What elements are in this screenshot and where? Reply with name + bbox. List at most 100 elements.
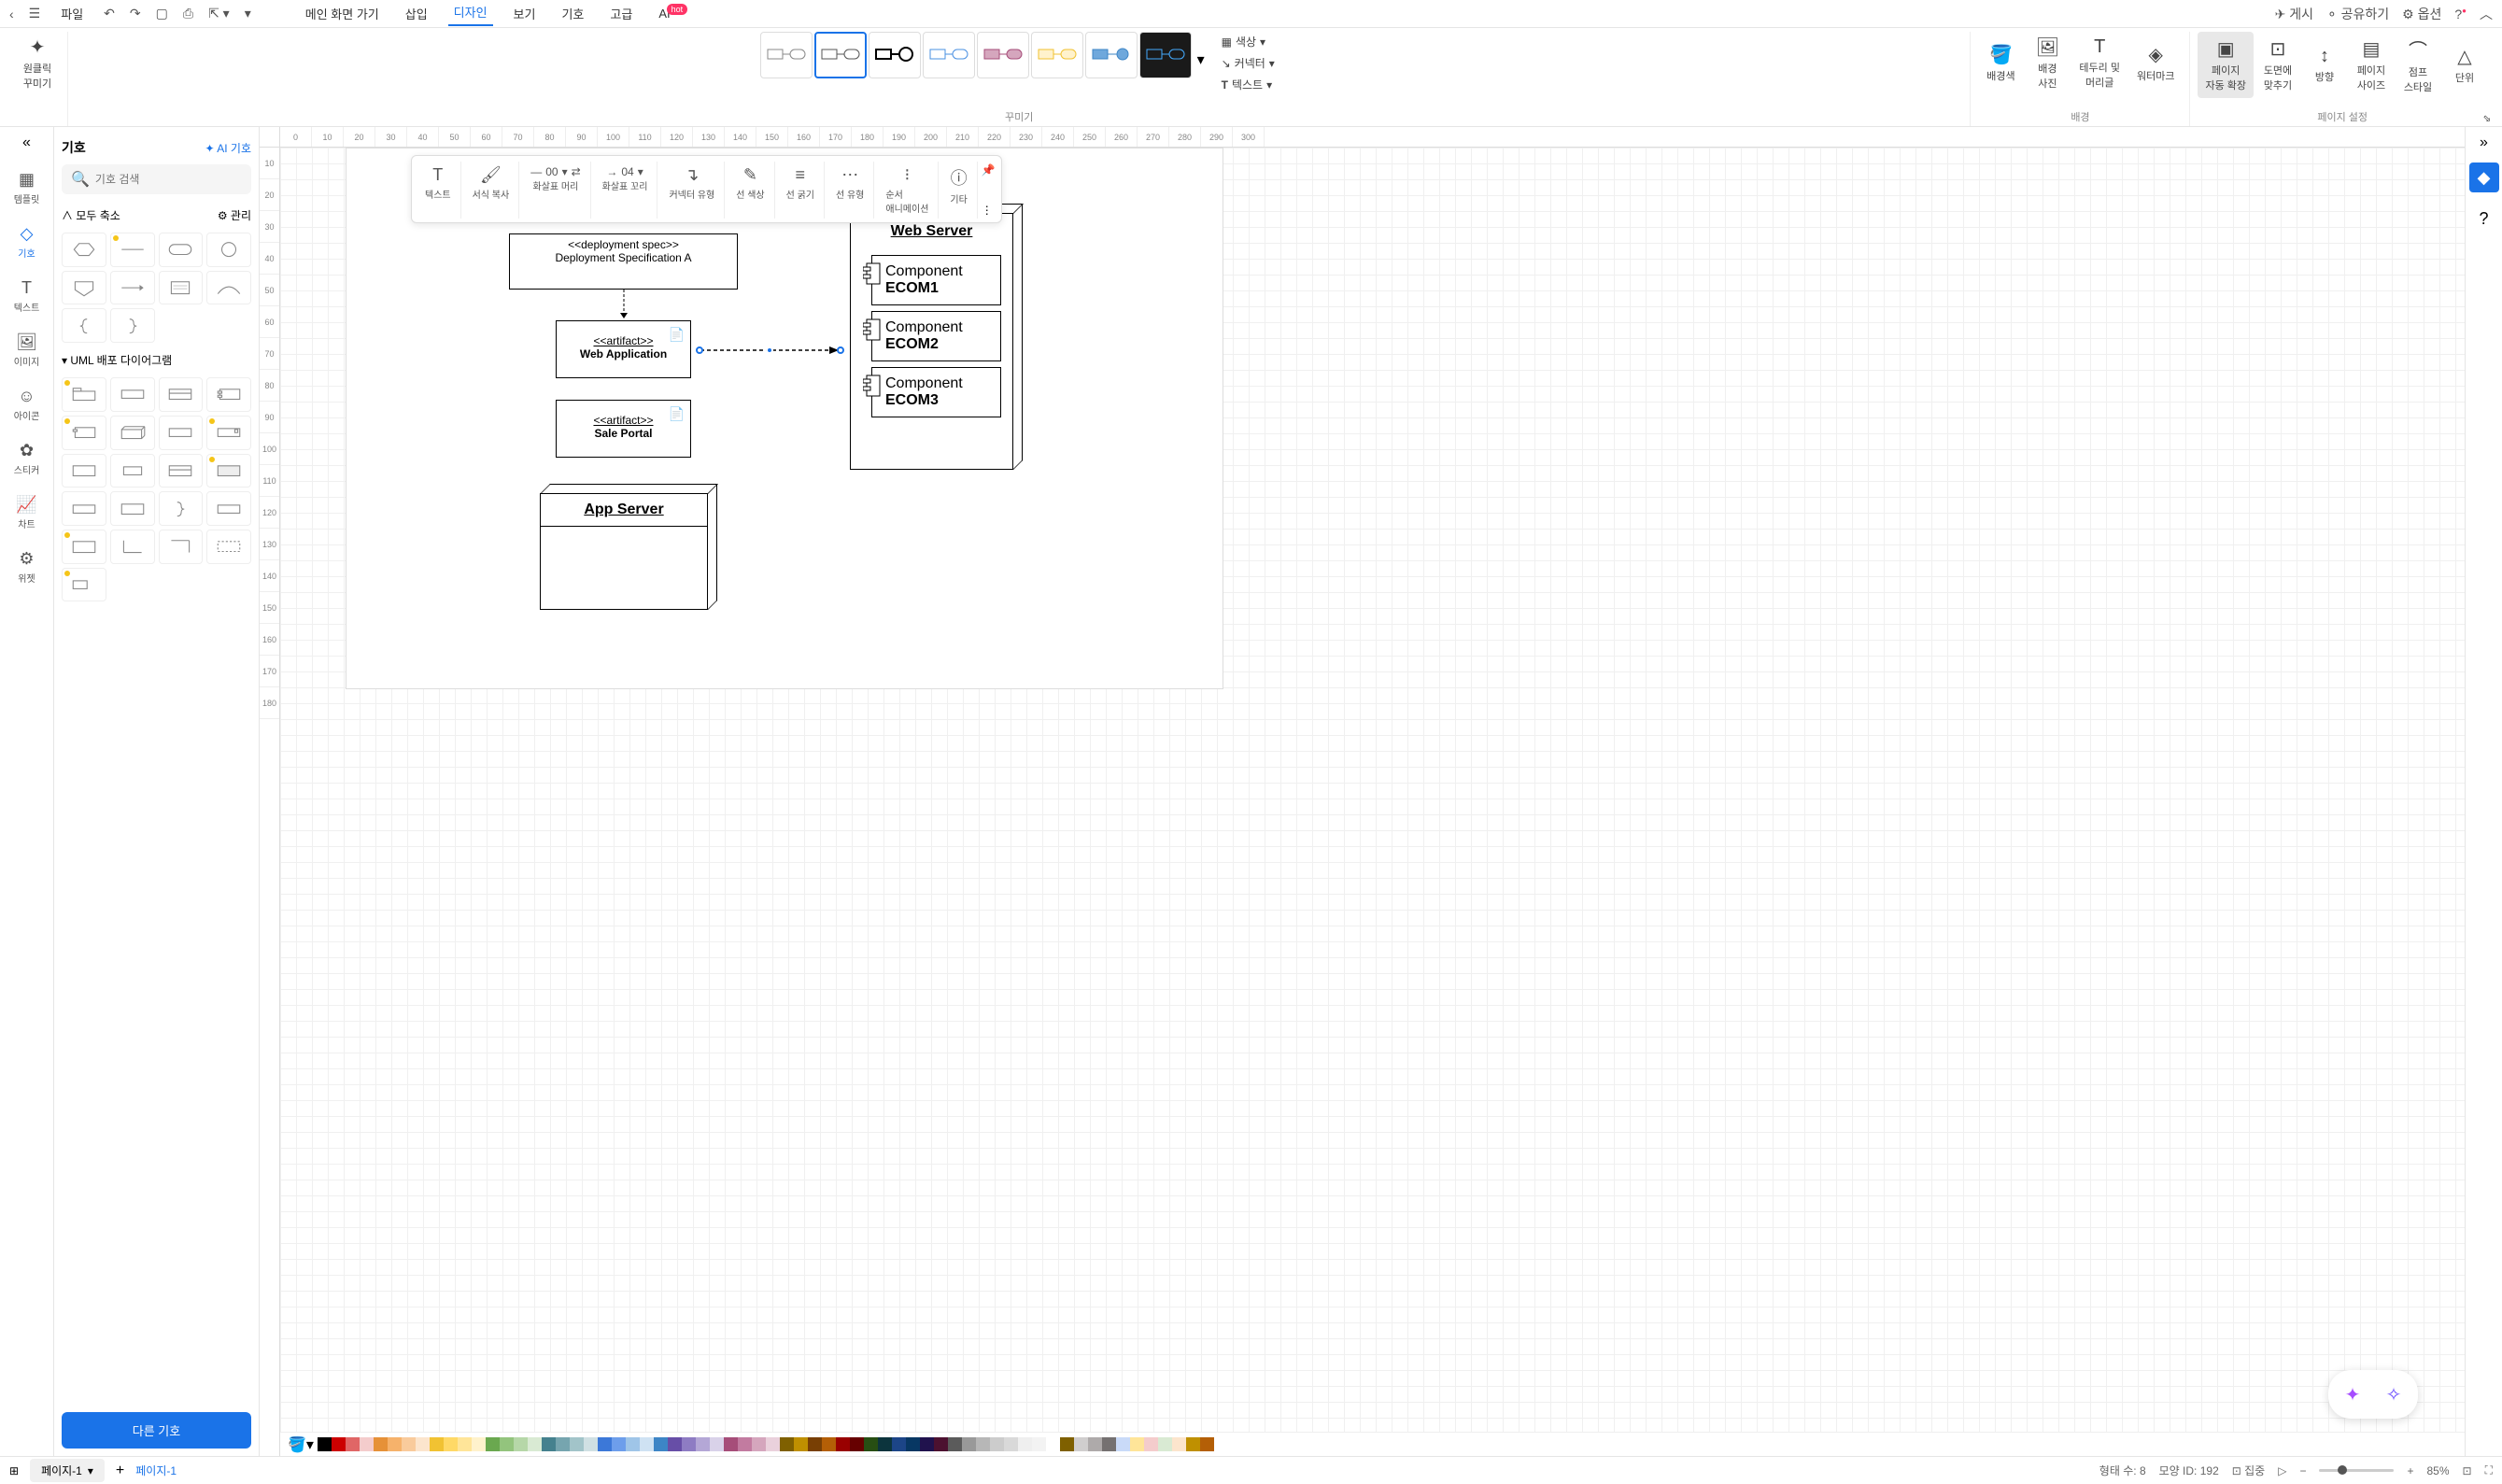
color-swatch[interactable]: [1186, 1437, 1200, 1451]
theme-3[interactable]: [869, 32, 921, 78]
rail-chart[interactable]: 📈차트: [0, 488, 53, 538]
ai-symbol-button[interactable]: ✦ AI 기호: [205, 140, 252, 156]
uml-g7[interactable]: [159, 454, 204, 488]
share-button[interactable]: ⚬ 공유하기: [2326, 5, 2389, 23]
color-swatch[interactable]: [808, 1437, 822, 1451]
uml-node[interactable]: [110, 416, 155, 450]
handle-end[interactable]: [837, 346, 844, 354]
back-icon[interactable]: ‹: [9, 7, 14, 21]
fab-ai-sparkle[interactable]: ✧: [2377, 1378, 2410, 1411]
menu-ai[interactable]: AIhot: [653, 5, 693, 22]
menu-advanced[interactable]: 고급: [604, 3, 638, 24]
connector-dropdown[interactable]: ↘ 커넥터 ▾: [1218, 53, 1279, 73]
color-swatch[interactable]: [780, 1437, 794, 1451]
color-swatch[interactable]: [1130, 1437, 1144, 1451]
color-swatch[interactable]: [892, 1437, 906, 1451]
color-swatch[interactable]: [976, 1437, 990, 1451]
theme-5[interactable]: [977, 32, 1029, 78]
color-swatch[interactable]: [612, 1437, 626, 1451]
page-autoexpand-button[interactable]: ▣페이지 자동 확장: [2198, 32, 2254, 98]
color-swatch[interactable]: [794, 1437, 808, 1451]
theme-4[interactable]: [923, 32, 975, 78]
color-swatch[interactable]: [654, 1437, 668, 1451]
handle-mid[interactable]: [766, 346, 773, 354]
file-menu[interactable]: 파일: [55, 3, 89, 24]
direction-button[interactable]: ↕방향: [2302, 32, 2347, 98]
menu-view[interactable]: 보기: [508, 3, 542, 24]
rail-template[interactable]: ▦템플릿: [0, 163, 53, 213]
uml-g5[interactable]: [62, 454, 106, 488]
collapse-left-icon[interactable]: «: [22, 134, 31, 151]
uml-g9[interactable]: [62, 491, 106, 526]
more-icon[interactable]: ▾: [245, 6, 251, 21]
add-page-button[interactable]: +: [116, 1463, 124, 1479]
rail-icon[interactable]: ☺아이콘: [0, 379, 53, 430]
print-icon[interactable]: ⎙: [183, 6, 193, 21]
color-swatch[interactable]: [584, 1437, 598, 1451]
color-swatch[interactable]: [1046, 1437, 1060, 1451]
uml-g13[interactable]: [62, 568, 106, 602]
color-swatch[interactable]: [962, 1437, 976, 1451]
menu-symbol[interactable]: 기호: [556, 3, 589, 24]
app-server-node[interactable]: App Server: [540, 493, 708, 610]
color-swatch[interactable]: [640, 1437, 654, 1451]
color-swatch[interactable]: [1102, 1437, 1116, 1451]
focus-button[interactable]: ⊡ 집중: [2232, 1463, 2265, 1478]
bg-photo-button[interactable]: 🖼배경 사진: [2025, 32, 2070, 94]
color-swatch[interactable]: [752, 1437, 766, 1451]
color-swatch[interactable]: [920, 1437, 934, 1451]
float-other-button[interactable]: ⓘ기타: [940, 162, 977, 219]
undo-icon[interactable]: ↶: [104, 6, 115, 21]
theme-1[interactable]: [760, 32, 813, 78]
color-swatch[interactable]: [1200, 1437, 1214, 1451]
uml-g8[interactable]: [206, 454, 251, 488]
symbol-hexagon[interactable]: [62, 233, 106, 267]
bg-color-button[interactable]: 🪣배경색: [1978, 32, 2023, 94]
color-swatch[interactable]: [388, 1437, 402, 1451]
uml-package[interactable]: [62, 377, 106, 412]
color-swatch[interactable]: [556, 1437, 570, 1451]
unit-button[interactable]: △단위: [2442, 32, 2487, 98]
collapse-all-button[interactable]: ∧ 모두 축소: [62, 207, 120, 223]
menu-home[interactable]: 메인 화면 가기: [300, 3, 385, 24]
layout-icon[interactable]: ⊞: [9, 1464, 19, 1477]
uml-dashed[interactable]: [206, 530, 251, 564]
rail-widget[interactable]: ⚙위젯: [0, 542, 53, 592]
right-rail-help-button[interactable]: ?: [2469, 204, 2499, 233]
oneclick-decorate-button[interactable]: ✦ 원클릭 꾸미기: [15, 32, 60, 94]
color-swatch[interactable]: [472, 1437, 486, 1451]
color-swatch[interactable]: [514, 1437, 528, 1451]
color-swatch[interactable]: [948, 1437, 962, 1451]
color-swatch[interactable]: [1074, 1437, 1088, 1451]
uml-component2[interactable]: [62, 416, 106, 450]
color-swatch[interactable]: [318, 1437, 332, 1451]
symbol-pentagon[interactable]: [62, 271, 106, 305]
color-swatch[interactable]: [346, 1437, 360, 1451]
fullscreen-icon[interactable]: ⛶: [2485, 1463, 2493, 1477]
color-swatch[interactable]: [710, 1437, 724, 1451]
theme-more-icon[interactable]: ▾: [1194, 32, 1209, 94]
menu-insert[interactable]: 삽입: [400, 3, 433, 24]
color-swatch[interactable]: [1088, 1437, 1102, 1451]
menu-design[interactable]: 디자인: [448, 1, 493, 26]
color-swatch[interactable]: [822, 1437, 836, 1451]
canvas[interactable]: T텍스트 🖌서식 복사 — 00 ▾ ⇄화살표 머리 → 04 ▾화살표 꼬리 …: [280, 148, 2465, 1432]
play-button[interactable]: ▷: [2278, 1464, 2286, 1477]
canvas-area[interactable]: 0102030405060708090100110120130140150160…: [260, 127, 2465, 1456]
artifact-saleportal-shape[interactable]: 📄 <<artifact>> Sale Portal: [556, 400, 691, 458]
color-swatch[interactable]: [990, 1437, 1004, 1451]
watermark-button[interactable]: ◈워터마크: [2129, 32, 2182, 94]
color-swatch[interactable]: [402, 1437, 416, 1451]
color-swatch[interactable]: [374, 1437, 388, 1451]
page-tab-1[interactable]: 페이지-1 ▾: [30, 1459, 105, 1482]
uml-g12[interactable]: [62, 530, 106, 564]
handle-start[interactable]: [696, 346, 703, 354]
float-text-button[interactable]: T텍스트: [416, 162, 461, 219]
theme-7[interactable]: [1085, 32, 1138, 78]
options-button[interactable]: ⚙ 옵션: [2402, 5, 2441, 23]
color-swatch[interactable]: [430, 1437, 444, 1451]
symbol-arrow[interactable]: [110, 271, 155, 305]
rail-image[interactable]: 🖼이미지: [0, 325, 53, 375]
uml-node2[interactable]: [159, 416, 204, 450]
color-swatch[interactable]: [500, 1437, 514, 1451]
